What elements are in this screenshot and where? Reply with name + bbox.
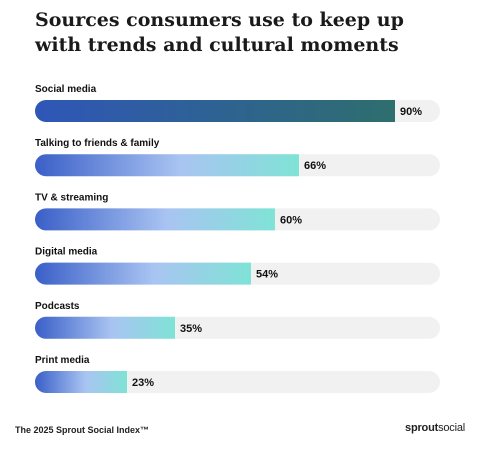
value-label: 90% bbox=[400, 106, 422, 118]
brand-logo: sproutsocial bbox=[405, 422, 465, 434]
value-label: 54% bbox=[256, 269, 278, 281]
value-label: 23% bbox=[132, 377, 154, 389]
value-label: 35% bbox=[180, 323, 202, 335]
bar bbox=[35, 316, 176, 339]
bar bbox=[35, 154, 300, 177]
value-label: 60% bbox=[280, 214, 302, 226]
bar bbox=[35, 208, 276, 231]
brand-logo-bold: sprout bbox=[405, 422, 439, 434]
value-label: 66% bbox=[304, 160, 326, 172]
category-label: Talking to friends & family bbox=[35, 138, 160, 149]
bar bbox=[35, 100, 395, 122]
chart-title: Sources consumers use to keep up with tr… bbox=[35, 9, 404, 56]
category-label: Social media bbox=[35, 84, 97, 95]
category-label: TV & streaming bbox=[35, 192, 108, 203]
category-label: Digital media bbox=[35, 247, 98, 258]
bar bbox=[35, 262, 252, 285]
source-note: The 2025 Sprout Social Index™ bbox=[15, 425, 150, 435]
bar bbox=[35, 371, 127, 393]
bar-track bbox=[35, 371, 440, 393]
brand-logo-light: social bbox=[438, 422, 465, 434]
category-label: Print media bbox=[35, 355, 90, 366]
category-label: Podcasts bbox=[35, 301, 80, 312]
